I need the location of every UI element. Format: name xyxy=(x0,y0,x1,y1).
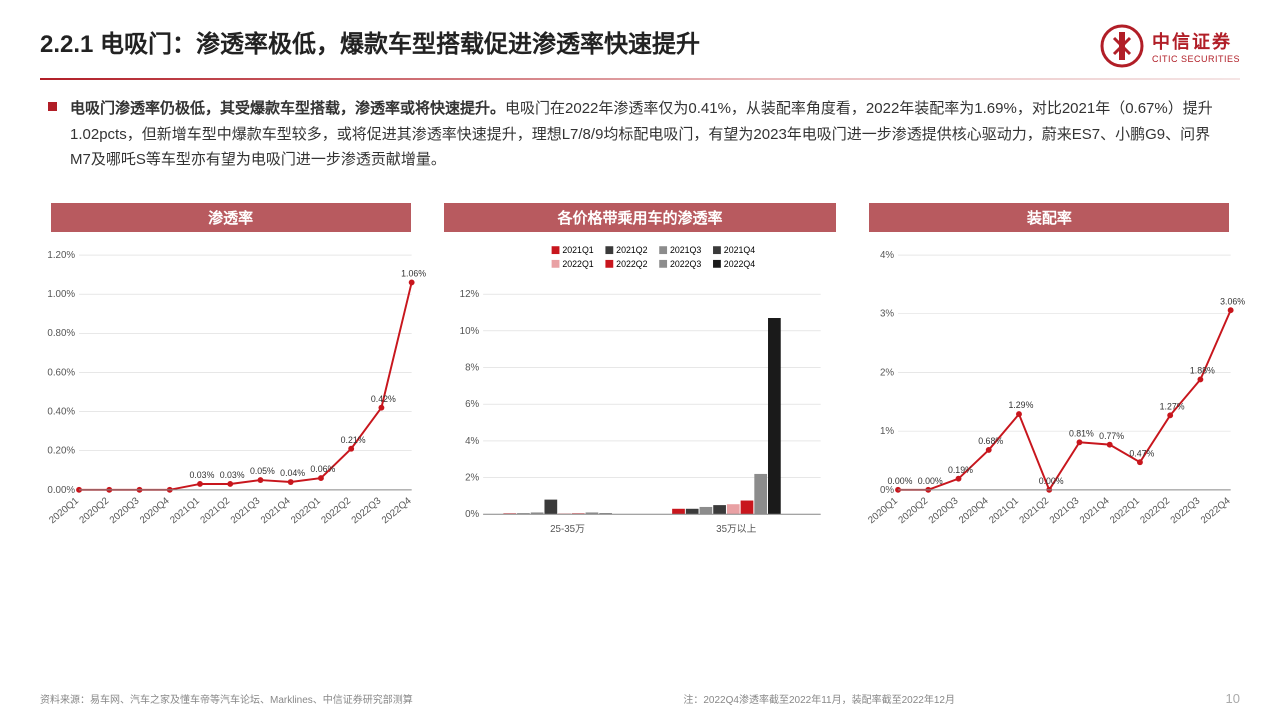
svg-text:2021Q2: 2021Q2 xyxy=(198,495,232,526)
header-divider xyxy=(40,78,1240,80)
svg-text:2022Q2: 2022Q2 xyxy=(319,495,353,526)
footer-source: 资料来源：易车网、汽车之家及懂车帝等汽车论坛、Marklines、中信证券研究部… xyxy=(40,691,413,706)
svg-text:2020Q4: 2020Q4 xyxy=(957,495,991,526)
svg-text:4%: 4% xyxy=(880,249,894,260)
svg-text:2021Q4: 2021Q4 xyxy=(724,245,755,255)
svg-text:2022Q1: 2022Q1 xyxy=(563,258,594,268)
svg-text:2022Q2: 2022Q2 xyxy=(1138,495,1172,526)
svg-text:2022Q3: 2022Q3 xyxy=(670,258,701,268)
svg-text:2%: 2% xyxy=(880,367,894,378)
svg-text:0.00%: 0.00% xyxy=(917,475,942,485)
svg-text:0.20%: 0.20% xyxy=(47,445,75,456)
bullet-icon xyxy=(48,102,57,111)
svg-text:1.27%: 1.27% xyxy=(1159,401,1184,411)
svg-text:1.88%: 1.88% xyxy=(1190,365,1215,375)
svg-text:0.21%: 0.21% xyxy=(341,434,366,444)
logo-text-en: CITIC SECURITIES xyxy=(1152,54,1240,64)
svg-text:0.06%: 0.06% xyxy=(310,464,335,474)
svg-text:0.00%: 0.00% xyxy=(1038,475,1063,485)
svg-text:1.06%: 1.06% xyxy=(401,268,426,278)
chart3-title: 装配率 xyxy=(869,203,1229,232)
svg-text:0.42%: 0.42% xyxy=(371,393,396,403)
svg-text:0.04%: 0.04% xyxy=(280,468,305,478)
chart-fitment: 装配率 0%1%2%3%4%2020Q12020Q22020Q32020Q420… xyxy=(854,203,1245,552)
svg-text:1.00%: 1.00% xyxy=(47,289,75,300)
svg-text:2021Q4: 2021Q4 xyxy=(1078,495,1112,526)
svg-text:6%: 6% xyxy=(465,399,479,410)
svg-text:2021Q2: 2021Q2 xyxy=(1017,495,1051,526)
svg-text:8%: 8% xyxy=(465,362,479,373)
svg-text:0.03%: 0.03% xyxy=(189,470,214,480)
svg-text:0.19%: 0.19% xyxy=(948,464,973,474)
svg-text:0.81%: 0.81% xyxy=(1069,428,1094,438)
chart-by-price: 各价格带乘用车的渗透率 0% 2% 4% 6% 8% 10% 12% 2021Q1 2021Q2… xyxy=(444,203,835,552)
svg-text:2022Q2: 2022Q2 xyxy=(617,258,648,268)
svg-text:35万以上: 35万以上 xyxy=(717,522,757,534)
svg-text:2021Q3: 2021Q3 xyxy=(229,495,263,526)
svg-text:3%: 3% xyxy=(880,308,894,319)
svg-text:0.00%: 0.00% xyxy=(887,475,912,485)
svg-text:2021Q1: 2021Q1 xyxy=(987,495,1021,526)
svg-text:0.00%: 0.00% xyxy=(47,484,75,495)
svg-text:0.47%: 0.47% xyxy=(1129,448,1154,458)
svg-text:0.03%: 0.03% xyxy=(220,470,245,480)
svg-text:2022Q1: 2022Q1 xyxy=(1108,495,1142,526)
svg-text:2020Q3: 2020Q3 xyxy=(926,495,960,526)
page-title: 2.2.1 电吸门：渗透率极低，爆款车型搭载促进渗透率快速提升 xyxy=(40,24,700,59)
svg-text:1%: 1% xyxy=(880,426,894,437)
body-bold: 电吸门渗透率仍极低，其受爆款车型搭载，渗透率或将快速提升。 xyxy=(70,100,505,117)
svg-text:2022Q4: 2022Q4 xyxy=(724,258,755,268)
logo-icon xyxy=(1100,24,1144,68)
svg-text:2022Q1: 2022Q1 xyxy=(289,495,323,526)
chart2-title: 各价格带乘用车的渗透率 xyxy=(444,203,835,232)
svg-text:2021Q4: 2021Q4 xyxy=(259,495,293,526)
svg-text:0%: 0% xyxy=(465,509,479,520)
svg-text:0.80%: 0.80% xyxy=(47,328,75,339)
svg-text:1.29%: 1.29% xyxy=(1008,400,1033,410)
svg-text:0%: 0% xyxy=(880,484,894,495)
svg-text:1.20%: 1.20% xyxy=(47,249,75,260)
chart-penetration: 渗透率 0.00% 0.20% 0.40% 0.60% 0.80% 1.00% 1.20% 2… xyxy=(35,203,426,552)
logo-text-cn: 中信证券 xyxy=(1152,28,1240,54)
page-number: 10 xyxy=(1226,691,1240,706)
svg-text:2021Q3: 2021Q3 xyxy=(670,245,701,255)
svg-text:2022Q3: 2022Q3 xyxy=(1168,495,1202,526)
svg-text:2022Q3: 2022Q3 xyxy=(350,495,384,526)
svg-text:2020Q1: 2020Q1 xyxy=(47,495,81,526)
svg-text:3.06%: 3.06% xyxy=(1220,296,1245,306)
svg-text:2021Q1: 2021Q1 xyxy=(168,495,202,526)
svg-text:2020Q4: 2020Q4 xyxy=(138,495,172,526)
body-paragraph: 电吸门渗透率仍极低，其受爆款车型搭载，渗透率或将快速提升。电吸门在2022年渗透… xyxy=(70,96,1230,173)
svg-text:2%: 2% xyxy=(465,472,479,483)
svg-text:2021Q2: 2021Q2 xyxy=(617,245,648,255)
svg-text:2022Q4: 2022Q4 xyxy=(380,495,414,526)
svg-text:12%: 12% xyxy=(460,289,480,300)
svg-text:2020Q3: 2020Q3 xyxy=(108,495,142,526)
brand-logo: 中信证券 CITIC SECURITIES xyxy=(1100,24,1240,68)
svg-text:2020Q2: 2020Q2 xyxy=(77,495,111,526)
svg-text:2022Q4: 2022Q4 xyxy=(1199,495,1233,526)
svg-text:10%: 10% xyxy=(460,325,480,336)
svg-text:0.05%: 0.05% xyxy=(250,466,275,476)
svg-text:4%: 4% xyxy=(465,435,479,446)
svg-text:2020Q2: 2020Q2 xyxy=(896,495,930,526)
svg-text:2021Q1: 2021Q1 xyxy=(563,245,594,255)
svg-text:2020Q1: 2020Q1 xyxy=(866,495,900,526)
svg-text:0.40%: 0.40% xyxy=(47,406,75,417)
svg-text:2021Q3: 2021Q3 xyxy=(1047,495,1081,526)
svg-text:0.60%: 0.60% xyxy=(47,367,75,378)
svg-text:0.68%: 0.68% xyxy=(978,436,1003,446)
svg-text:25-35万: 25-35万 xyxy=(550,523,585,534)
chart1-title: 渗透率 xyxy=(51,203,411,232)
footer-note: 注：2022Q4渗透率截至2022年11月，装配率截至2022年12月 xyxy=(683,691,955,706)
svg-text:0.77%: 0.77% xyxy=(1099,430,1124,440)
